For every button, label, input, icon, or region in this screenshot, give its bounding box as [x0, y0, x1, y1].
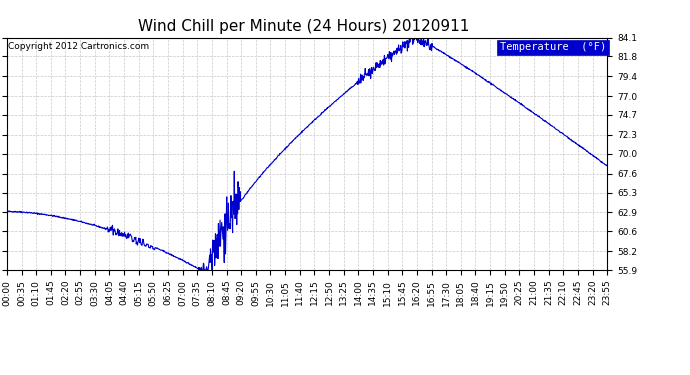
Text: Wind Chill per Minute (24 Hours) 20120911: Wind Chill per Minute (24 Hours) 2012091… [138, 19, 469, 34]
Text: Copyright 2012 Cartronics.com: Copyright 2012 Cartronics.com [8, 42, 148, 51]
Text: Temperature  (°F): Temperature (°F) [500, 42, 606, 52]
